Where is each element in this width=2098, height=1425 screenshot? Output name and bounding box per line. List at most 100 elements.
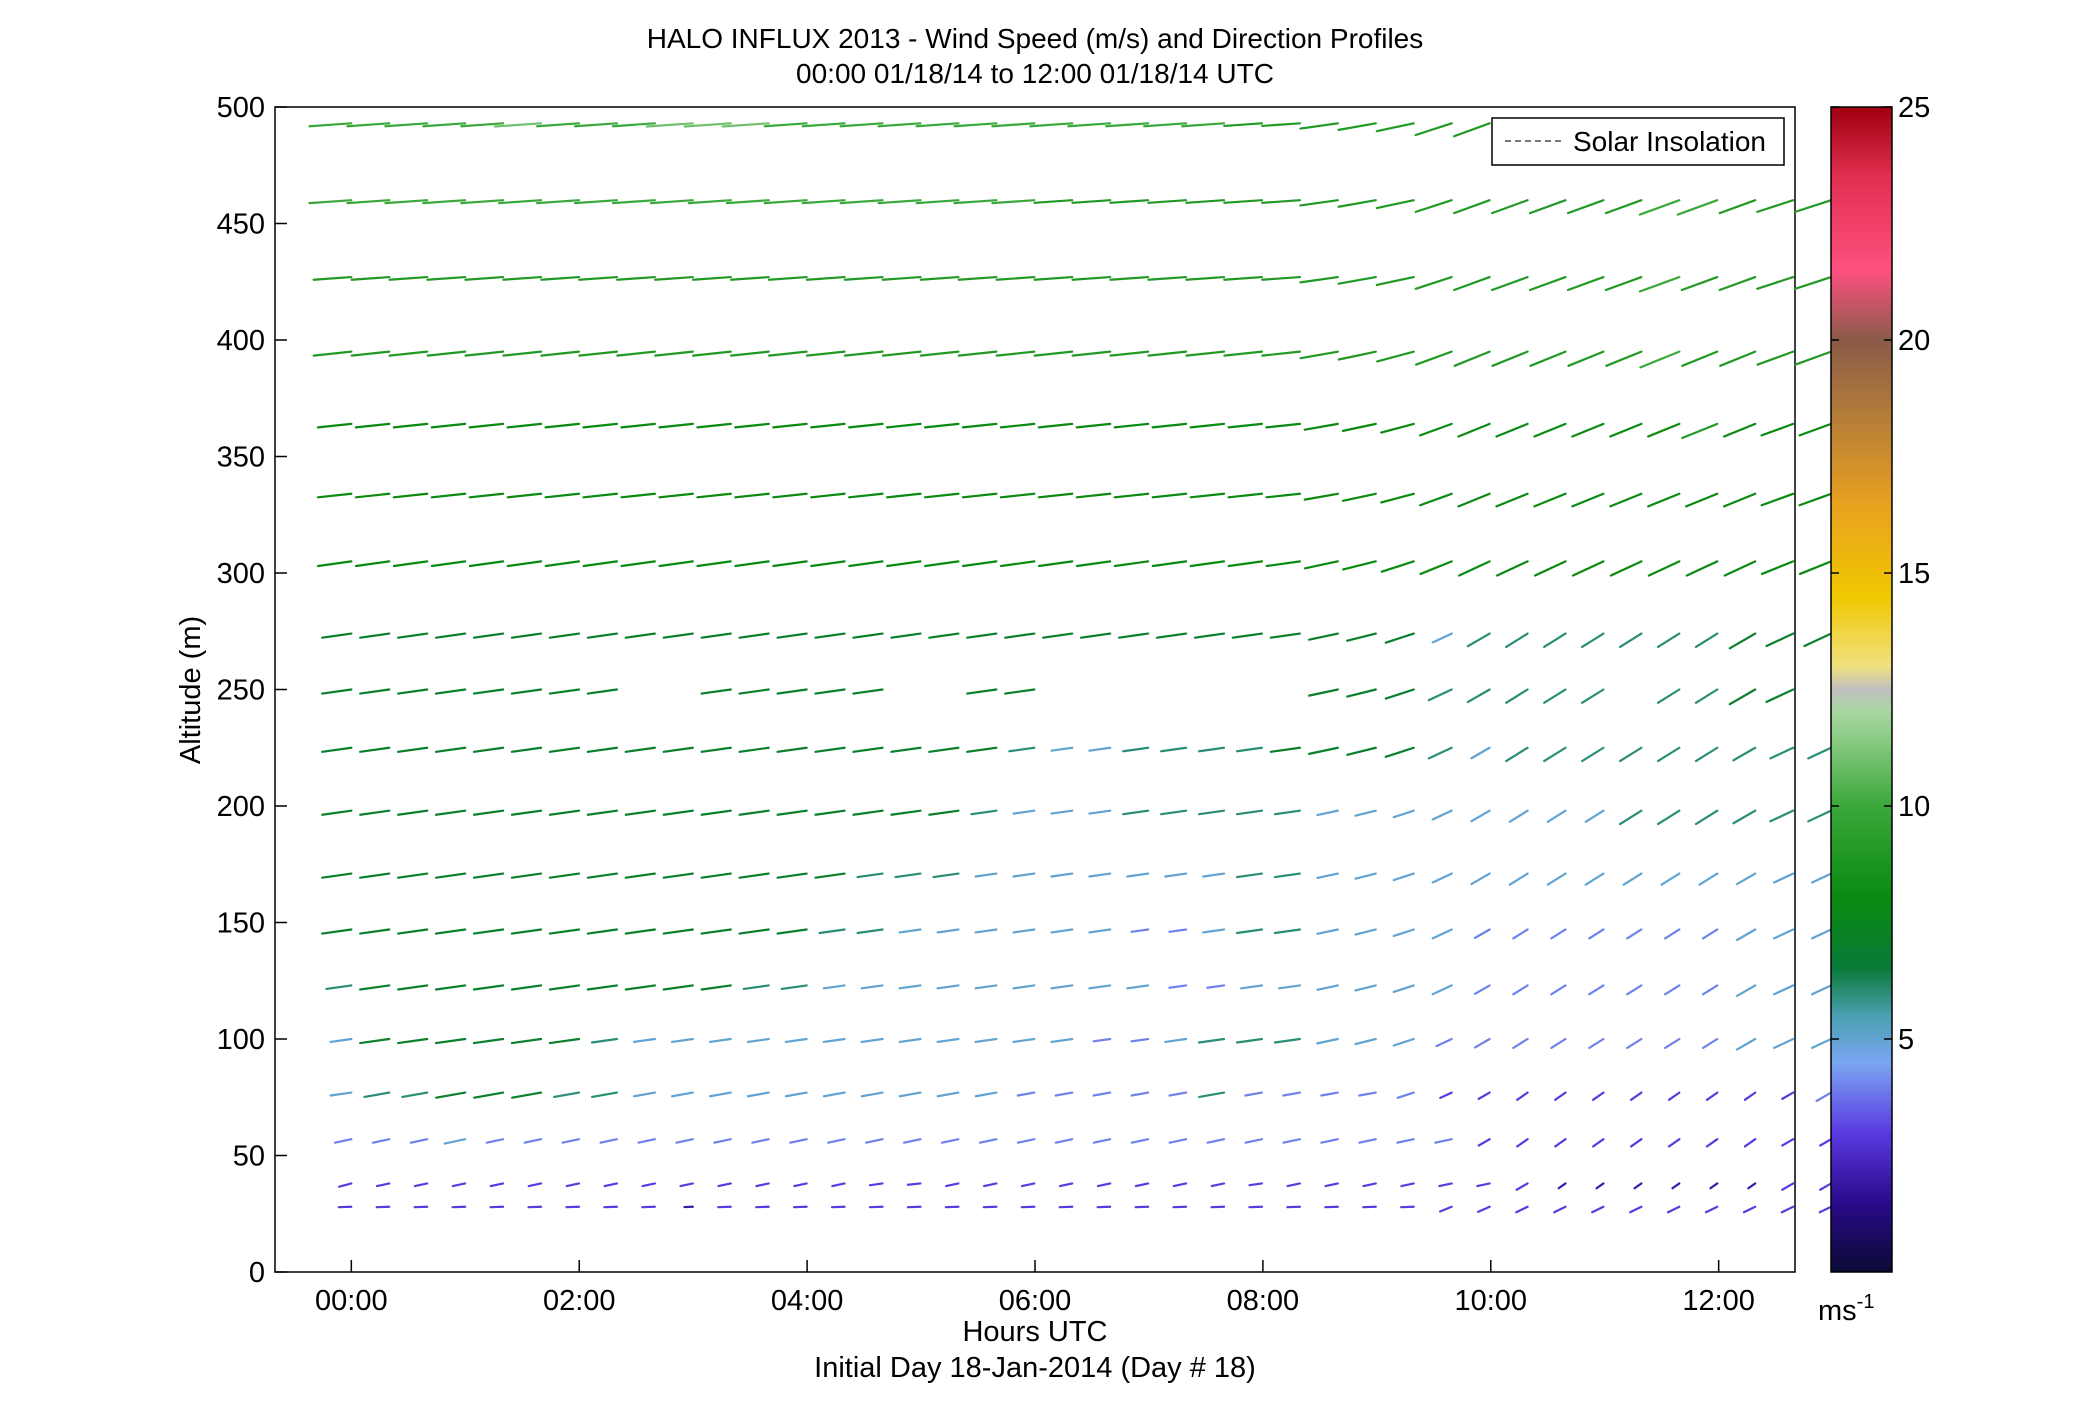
wind-vector <box>1819 1138 1833 1147</box>
wind-vector <box>1130 928 1150 933</box>
wind-vector <box>1231 632 1264 639</box>
wind-vector <box>1392 872 1415 882</box>
wind-vector <box>1773 984 1795 996</box>
wind-vector <box>738 928 770 935</box>
wind-vector <box>1794 199 1833 213</box>
wind-vector <box>1495 492 1529 508</box>
wind-vector <box>359 872 391 879</box>
wind-vector <box>928 809 960 816</box>
wind-vector <box>540 350 581 357</box>
wind-vector <box>637 1138 656 1144</box>
wind-vector <box>1735 984 1757 998</box>
wind-vector <box>1020 1182 1036 1188</box>
wind-vector <box>1197 746 1226 753</box>
wind-vector <box>548 872 581 879</box>
wind-vector <box>1164 872 1188 878</box>
wind-vector <box>1244 1138 1264 1144</box>
wind-vector <box>1299 122 1339 130</box>
wind-vector <box>1431 872 1453 884</box>
wind-vector <box>1117 632 1150 639</box>
wind-vector <box>620 560 656 568</box>
wind-vector <box>443 1138 467 1145</box>
wind-vector <box>936 984 960 990</box>
wind-vector <box>868 1182 884 1187</box>
wind-vector <box>1557 1182 1567 1190</box>
wind-vector <box>1092 1037 1112 1043</box>
wind-vector <box>1722 422 1757 438</box>
wind-vector <box>1798 422 1833 437</box>
wind-vector <box>430 422 467 429</box>
wind-vector <box>1223 275 1264 281</box>
wind-vector <box>316 492 353 499</box>
wind-vector <box>1308 746 1339 755</box>
wind-vector <box>776 688 808 695</box>
wind-vector <box>1160 746 1188 753</box>
wind-vector <box>1781 1138 1795 1147</box>
wind-vector <box>700 632 732 639</box>
wind-vector <box>671 1091 694 1098</box>
wind-vector <box>725 199 770 205</box>
wind-vector <box>1667 1091 1681 1101</box>
wind-vector <box>1473 1037 1491 1049</box>
wind-vector <box>1012 1037 1036 1044</box>
wind-vector <box>1807 746 1833 760</box>
wind-vector <box>995 275 1036 281</box>
wind-vector <box>586 809 619 816</box>
wind-vector <box>1533 422 1567 438</box>
wind-vector <box>776 809 808 816</box>
wind-vector <box>1773 1037 1795 1049</box>
wind-vector <box>843 350 884 357</box>
wind-vector <box>1588 928 1605 940</box>
wind-vector <box>586 928 619 935</box>
wind-vector <box>321 632 353 639</box>
wind-vector <box>1265 422 1302 429</box>
wind-vector <box>974 872 998 878</box>
wind-vector <box>982 1182 998 1188</box>
wind-vector <box>1512 1037 1529 1050</box>
wind-vector <box>510 632 543 639</box>
wind-vector <box>776 928 808 935</box>
wind-vector <box>645 122 694 128</box>
wind-vector <box>1457 492 1491 508</box>
wind-vector <box>919 275 960 281</box>
wind-vector <box>928 632 960 639</box>
wind-vector <box>1354 872 1377 880</box>
wind-vector <box>1088 928 1112 934</box>
wind-vector <box>1427 688 1453 702</box>
wind-vector <box>1392 809 1415 819</box>
wind-vector <box>1358 1091 1377 1097</box>
wind-vector <box>1346 688 1377 698</box>
wind-vector <box>582 422 619 429</box>
wind-vector <box>511 1091 543 1099</box>
wind-vector <box>1681 350 1719 367</box>
chart-subtitle: 00:00 01/18/14 to 12:00 01/18/14 UTC <box>796 58 1274 89</box>
wind-vector <box>924 560 960 568</box>
wind-vector <box>890 746 922 753</box>
wind-vector <box>1453 199 1491 215</box>
wind-vector <box>502 350 543 357</box>
wind-vector <box>1554 1138 1567 1148</box>
wind-vector <box>641 1182 656 1188</box>
wind-vector <box>936 1091 960 1098</box>
wind-vector <box>582 492 619 499</box>
wind-vector <box>1588 984 1605 996</box>
wind-vector <box>1618 746 1643 763</box>
wind-vector <box>1384 688 1415 700</box>
wind-vector <box>856 928 884 935</box>
wind-vector <box>1012 984 1036 990</box>
wind-vector <box>1130 1037 1150 1043</box>
wind-vector <box>1197 809 1226 816</box>
wind-vector <box>1079 632 1112 639</box>
wind-vector <box>805 275 846 281</box>
wind-vector <box>729 275 770 281</box>
wind-vector <box>1384 746 1415 758</box>
wind-vector <box>767 350 808 357</box>
wind-vector <box>721 122 770 128</box>
wind-vector <box>1075 560 1112 568</box>
wind-vector <box>1765 688 1795 704</box>
wind-vector <box>1235 872 1264 879</box>
wind-vector <box>329 1091 353 1097</box>
wind-vector <box>1718 199 1757 215</box>
wind-vector <box>1773 872 1795 884</box>
wind-vector <box>1050 809 1074 815</box>
